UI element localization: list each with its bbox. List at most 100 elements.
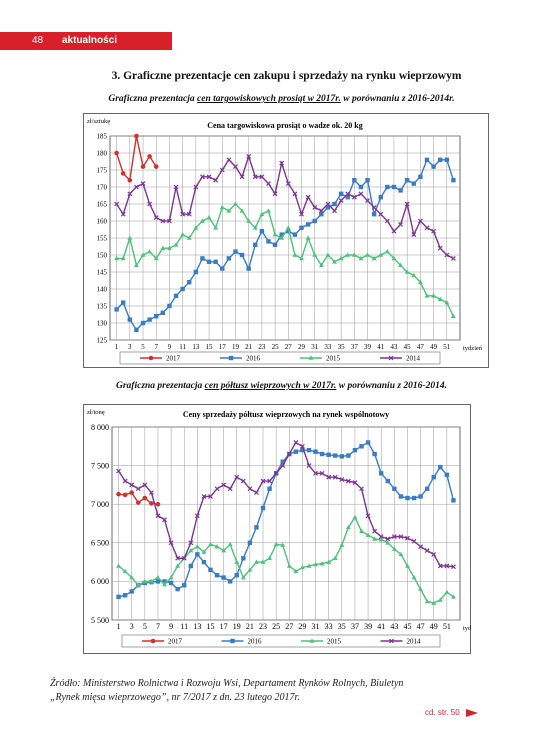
- marker: [182, 583, 187, 588]
- marker: [424, 293, 430, 298]
- marker: [280, 459, 285, 464]
- marker: [437, 563, 443, 569]
- x-tick-label: 9: [169, 622, 173, 631]
- marker: [194, 513, 200, 519]
- marker: [418, 544, 424, 550]
- marker: [424, 157, 430, 162]
- marker: [365, 440, 371, 445]
- x-tick-label: 31: [312, 622, 320, 631]
- marker: [437, 245, 443, 251]
- marker: [279, 232, 284, 237]
- marker: [114, 255, 120, 261]
- x-tick-label: 51: [443, 343, 451, 351]
- marker: [338, 198, 344, 204]
- marker: [444, 252, 450, 258]
- marker: [444, 589, 450, 595]
- marker: [346, 453, 351, 458]
- marker: [160, 218, 166, 224]
- marker: [286, 229, 291, 234]
- x-tick-label: 45: [404, 343, 412, 351]
- x-tick-label: 43: [390, 622, 398, 631]
- marker: [305, 222, 311, 227]
- marker: [451, 594, 456, 599]
- marker: [247, 486, 253, 492]
- marker: [267, 555, 272, 561]
- caption-text: w porównaniu z 2016-2014.: [338, 381, 447, 391]
- marker: [292, 252, 298, 257]
- marker: [259, 229, 265, 234]
- caption-underlined: cen półtusz wieprzowych w 2017r.: [204, 381, 337, 391]
- x-tick-label: 45: [403, 622, 411, 631]
- marker: [358, 255, 364, 261]
- marker: [260, 559, 266, 564]
- marker: [286, 563, 292, 568]
- y-tick-label: 160: [97, 217, 108, 225]
- x-tick-label: 7: [154, 343, 158, 351]
- marker: [285, 225, 291, 230]
- marker: [418, 494, 423, 499]
- marker: [424, 486, 430, 491]
- marker: [279, 235, 285, 240]
- marker: [319, 212, 324, 217]
- x-tick-label: 41: [377, 622, 385, 631]
- x-tick-label: 21: [246, 622, 254, 631]
- marker: [234, 474, 240, 480]
- marker: [372, 451, 377, 457]
- marker: [371, 212, 377, 217]
- marker: [424, 548, 430, 553]
- marker: [358, 191, 364, 197]
- marker: [385, 540, 391, 545]
- marker: [325, 201, 331, 207]
- marker: [219, 167, 225, 173]
- legend-box: [119, 351, 441, 365]
- marker: [233, 164, 238, 170]
- x-tick-label: 35: [338, 622, 346, 631]
- marker: [398, 262, 403, 267]
- marker: [214, 486, 220, 492]
- marker: [299, 211, 304, 217]
- marker: [319, 561, 325, 566]
- marker: [392, 486, 397, 491]
- marker: [345, 478, 351, 484]
- marker: [254, 525, 259, 530]
- y-tick-label: 7 000: [91, 500, 109, 509]
- marker: [155, 574, 161, 580]
- marker: [259, 174, 265, 180]
- y-tick-label: 150: [97, 251, 108, 259]
- marker: [226, 157, 232, 163]
- marker: [365, 513, 371, 519]
- marker: [140, 181, 146, 187]
- x-tick-label: 3: [130, 622, 134, 631]
- marker: [404, 269, 410, 274]
- marker: [431, 474, 436, 480]
- marker: [116, 468, 121, 474]
- marker: [450, 313, 456, 318]
- marker: [272, 191, 278, 197]
- marker: [418, 174, 423, 179]
- marker: [332, 201, 337, 207]
- marker: [286, 451, 292, 457]
- legend-label: 2016: [248, 638, 263, 646]
- marker: [129, 482, 135, 488]
- legend-label: 2015: [326, 355, 341, 363]
- marker: [234, 559, 240, 564]
- marker: [247, 540, 253, 545]
- marker: [167, 303, 172, 309]
- marker: [384, 218, 390, 224]
- marker: [168, 580, 174, 586]
- marker: [246, 218, 252, 223]
- marker: [173, 184, 179, 190]
- marker: [200, 174, 205, 180]
- marker: [308, 355, 314, 360]
- legend-label: 2016: [246, 355, 261, 363]
- marker: [292, 232, 298, 237]
- marker: [240, 478, 246, 484]
- marker: [195, 552, 200, 557]
- y-tick-label: 145: [97, 268, 108, 276]
- marker: [280, 463, 286, 469]
- marker: [345, 252, 351, 257]
- marker: [233, 249, 238, 254]
- caption: Graficzna prezentacja cen targowiskowych…: [0, 94, 533, 104]
- caption-text: Graficzna prezentacja: [108, 94, 195, 104]
